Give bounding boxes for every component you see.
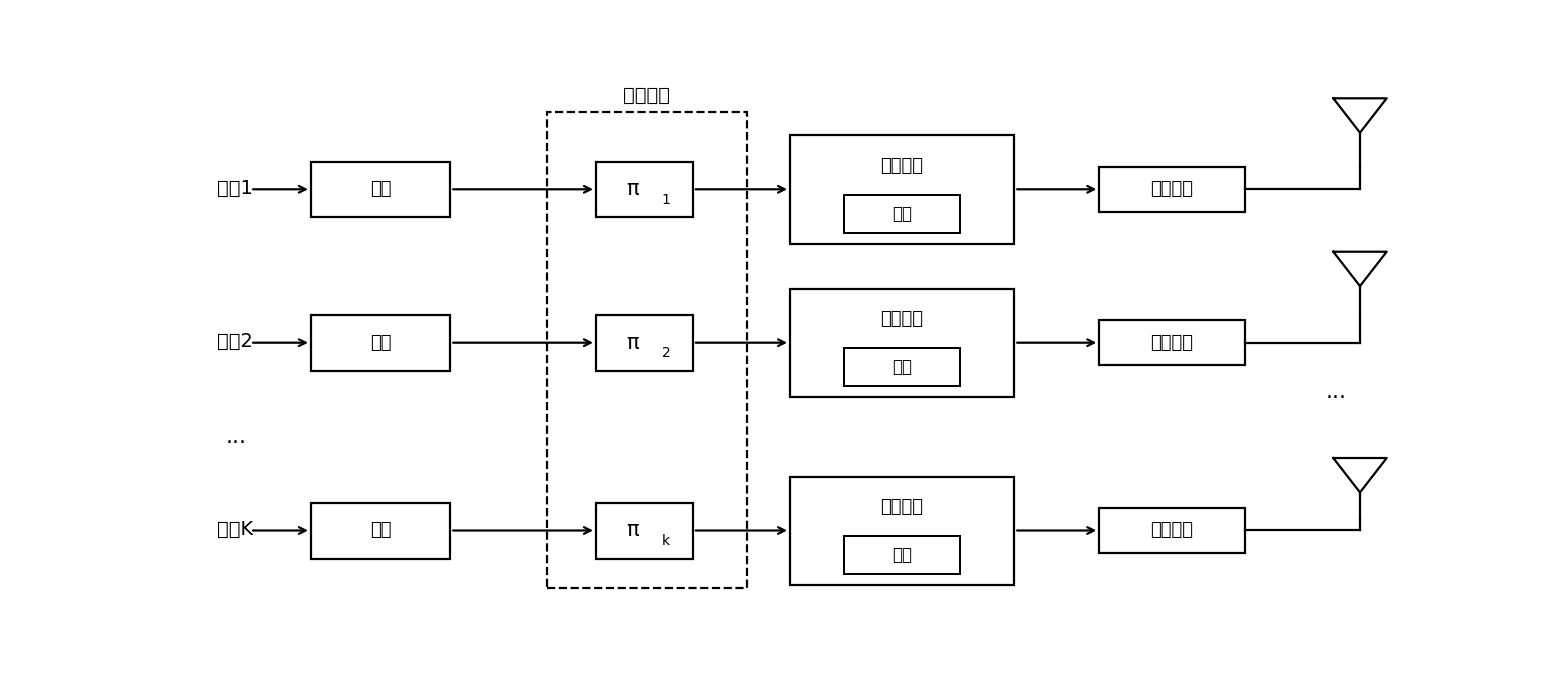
Bar — [844, 348, 961, 386]
Text: 用户1: 用户1 — [218, 179, 254, 198]
Text: ...: ... — [225, 427, 247, 447]
Text: 功率分配: 功率分配 — [1150, 180, 1194, 199]
Bar — [844, 536, 961, 574]
Bar — [596, 503, 693, 559]
Bar — [596, 161, 693, 217]
Text: 用户2: 用户2 — [218, 332, 254, 351]
Text: π: π — [626, 333, 639, 352]
Bar — [311, 161, 451, 217]
Text: π: π — [626, 521, 639, 541]
Bar — [1099, 320, 1244, 365]
Text: 编码: 编码 — [369, 334, 391, 352]
Text: 插入前缀: 插入前缀 — [881, 498, 923, 516]
Text: π: π — [626, 179, 639, 199]
Text: 分组: 分组 — [892, 205, 912, 223]
Text: 交织多址: 交织多址 — [623, 86, 670, 105]
Text: 用户K: 用户K — [218, 520, 254, 539]
Bar — [790, 135, 1014, 244]
Text: 功率分配: 功率分配 — [1150, 521, 1194, 539]
Bar — [1099, 167, 1244, 212]
Text: 插入前缀: 插入前缀 — [881, 157, 923, 174]
Text: 编码: 编码 — [369, 521, 391, 539]
Text: 功率分配: 功率分配 — [1150, 334, 1194, 352]
Text: ...: ... — [1326, 382, 1346, 402]
Bar — [548, 111, 748, 587]
Bar — [596, 315, 693, 371]
Text: 1: 1 — [662, 193, 671, 207]
Text: k: k — [662, 534, 670, 548]
Bar — [311, 315, 451, 371]
Bar — [311, 503, 451, 559]
Bar — [1099, 508, 1244, 553]
Text: 编码: 编码 — [369, 180, 391, 199]
Text: 插入前缀: 插入前缀 — [881, 310, 923, 328]
Text: 分组: 分组 — [892, 359, 912, 376]
Text: 分组: 分组 — [892, 546, 912, 564]
Bar — [790, 477, 1014, 585]
Text: 2: 2 — [662, 346, 670, 360]
Bar — [790, 289, 1014, 397]
Bar — [844, 195, 961, 233]
